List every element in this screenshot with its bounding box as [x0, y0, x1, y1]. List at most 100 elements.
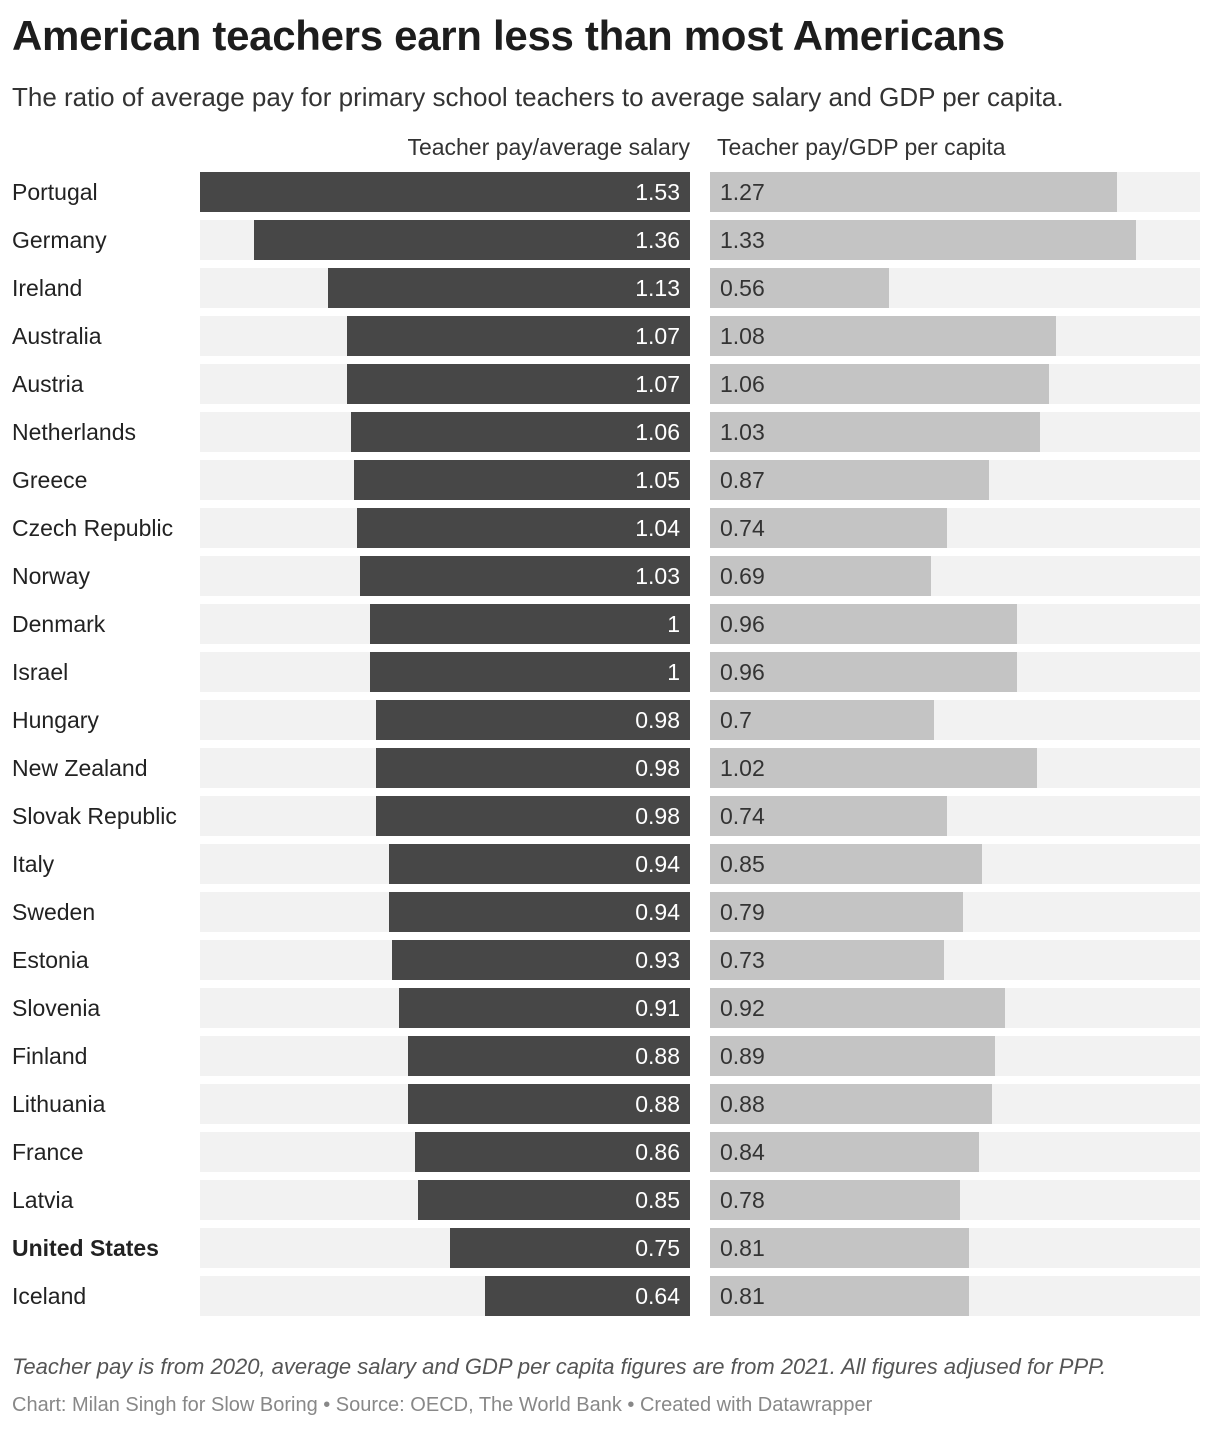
bar-track-average-salary: 0.88 — [200, 1036, 690, 1076]
bar-track-gdp-per-capita: 0.56 — [710, 268, 1200, 308]
bar-average-salary: 1 — [370, 652, 690, 692]
bar-chart: Portugal 1.53 1.27 Germany 1.36 1.33 Ireland 1.… — [0, 172, 1220, 1322]
data-label-average-salary: 1 — [667, 659, 680, 685]
data-label-average-salary: 1.07 — [635, 371, 680, 397]
bar-track-average-salary: 1.36 — [200, 220, 690, 260]
bar-track-gdp-per-capita: 0.81 — [710, 1228, 1200, 1268]
category-label: Iceland — [12, 1283, 87, 1309]
bar-track-gdp-per-capita: 0.96 — [710, 652, 1200, 692]
data-label-average-salary: 1.36 — [635, 227, 680, 253]
bar-average-salary: 0.94 — [389, 892, 690, 932]
chart-row: Iceland 0.64 0.81 — [0, 1276, 1220, 1316]
bar-track-average-salary: 1 — [200, 604, 690, 644]
data-label-average-salary: 1.07 — [635, 323, 680, 349]
category-label: Czech Republic — [12, 515, 174, 541]
bar-gdp-per-capita — [710, 604, 1017, 644]
bar-track-gdp-per-capita: 0.79 — [710, 892, 1200, 932]
chart-row: Slovenia 0.91 0.92 — [0, 988, 1220, 1028]
category-label: Latvia — [12, 1187, 74, 1213]
bar-average-salary: 1.07 — [347, 364, 690, 404]
bar-track-average-salary: 1.06 — [200, 412, 690, 452]
chart-row: Ireland 1.13 0.56 — [0, 268, 1220, 308]
data-label-average-salary: 1.06 — [635, 419, 680, 445]
bar-track-average-salary: 1.53 — [200, 172, 690, 212]
chart-row: Netherlands 1.06 1.03 — [0, 412, 1220, 452]
column-header-average-salary: Teacher pay/average salary — [407, 134, 690, 160]
bar-gdp-per-capita — [710, 316, 1056, 356]
bar-gdp-per-capita — [710, 988, 1005, 1028]
chart-row: Norway 1.03 0.69 — [0, 556, 1220, 596]
data-label-gdp-per-capita: 0.74 — [720, 515, 765, 541]
bar-average-salary: 0.86 — [415, 1132, 690, 1172]
data-label-average-salary: 0.98 — [635, 707, 680, 733]
bar-track-average-salary: 1.04 — [200, 508, 690, 548]
bar-track-average-salary: 0.91 — [200, 988, 690, 1028]
chart-credit: Chart: Milan Singh for Slow Boring • Sou… — [12, 1394, 873, 1416]
data-label-average-salary: 0.75 — [635, 1235, 680, 1261]
bar-average-salary: 0.98 — [376, 748, 690, 788]
data-label-gdp-per-capita: 1.08 — [720, 323, 765, 349]
chart-row: Germany 1.36 1.33 — [0, 220, 1220, 260]
data-label-average-salary: 1.53 — [635, 179, 680, 205]
bar-average-salary: 1.07 — [347, 316, 690, 356]
bar-gdp-per-capita — [710, 844, 982, 884]
bar-track-average-salary: 0.93 — [200, 940, 690, 980]
bar-track-average-salary: 1 — [200, 652, 690, 692]
category-label: Lithuania — [12, 1091, 106, 1117]
chart-row: Greece 1.05 0.87 — [0, 460, 1220, 500]
bar-average-salary: 1.04 — [357, 508, 690, 548]
bar-gdp-per-capita — [710, 1036, 995, 1076]
data-label-average-salary: 0.88 — [635, 1091, 680, 1117]
chart-row: United States 0.75 0.81 — [0, 1228, 1220, 1268]
data-label-gdp-per-capita: 0.79 — [720, 899, 765, 925]
bar-track-average-salary: 0.86 — [200, 1132, 690, 1172]
bar-track-gdp-per-capita: 1.27 — [710, 172, 1200, 212]
data-label-gdp-per-capita: 0.84 — [720, 1139, 765, 1165]
chart-row: New Zealand 0.98 1.02 — [0, 748, 1220, 788]
chart-row: Portugal 1.53 1.27 — [0, 172, 1220, 212]
bar-track-gdp-per-capita: 0.73 — [710, 940, 1200, 980]
bar-average-salary: 0.91 — [399, 988, 690, 1028]
bar-gdp-per-capita — [710, 892, 963, 932]
bar-track-gdp-per-capita: 0.92 — [710, 988, 1200, 1028]
data-label-gdp-per-capita: 0.96 — [720, 611, 765, 637]
bar-average-salary: 1.06 — [351, 412, 690, 452]
chart-row: Austria 1.07 1.06 — [0, 364, 1220, 404]
bar-track-gdp-per-capita: 0.96 — [710, 604, 1200, 644]
data-label-average-salary: 0.93 — [635, 947, 680, 973]
bar-track-average-salary: 0.94 — [200, 892, 690, 932]
data-label-average-salary: 0.88 — [635, 1043, 680, 1069]
bar-gdp-per-capita — [710, 1132, 979, 1172]
category-label: Portugal — [12, 179, 98, 205]
bar-gdp-per-capita — [710, 412, 1040, 452]
data-label-gdp-per-capita: 0.96 — [720, 659, 765, 685]
bar-track-gdp-per-capita: 0.88 — [710, 1084, 1200, 1124]
bar-average-salary: 0.64 — [485, 1276, 690, 1316]
data-label-average-salary: 0.86 — [635, 1139, 680, 1165]
bar-gdp-per-capita — [710, 220, 1136, 260]
category-label: Norway — [12, 563, 90, 589]
category-label: France — [12, 1139, 84, 1165]
bar-gdp-per-capita — [710, 700, 934, 740]
bar-track-gdp-per-capita: 0.89 — [710, 1036, 1200, 1076]
bar-gdp-per-capita — [710, 940, 944, 980]
bar-average-salary: 1.03 — [360, 556, 690, 596]
category-label: Slovenia — [12, 995, 101, 1021]
chart-row: Finland 0.88 0.89 — [0, 1036, 1220, 1076]
bar-track-average-salary: 0.98 — [200, 796, 690, 836]
data-label-gdp-per-capita: 1.33 — [720, 227, 765, 253]
data-label-average-salary: 0.64 — [635, 1283, 680, 1309]
data-label-gdp-per-capita: 0.73 — [720, 947, 765, 973]
data-label-gdp-per-capita: 0.92 — [720, 995, 765, 1021]
data-label-gdp-per-capita: 0.78 — [720, 1187, 765, 1213]
data-label-average-salary: 1.04 — [635, 515, 680, 541]
bar-gdp-per-capita — [710, 268, 889, 308]
bar-track-gdp-per-capita: 0.87 — [710, 460, 1200, 500]
category-label: Germany — [12, 227, 107, 253]
category-label: Greece — [12, 467, 88, 493]
data-label-gdp-per-capita: 0.74 — [720, 803, 765, 829]
bar-average-salary: 0.88 — [408, 1084, 690, 1124]
bar-gdp-per-capita — [710, 796, 947, 836]
bar-average-salary: 0.75 — [450, 1228, 690, 1268]
data-label-average-salary: 1.05 — [635, 467, 680, 493]
